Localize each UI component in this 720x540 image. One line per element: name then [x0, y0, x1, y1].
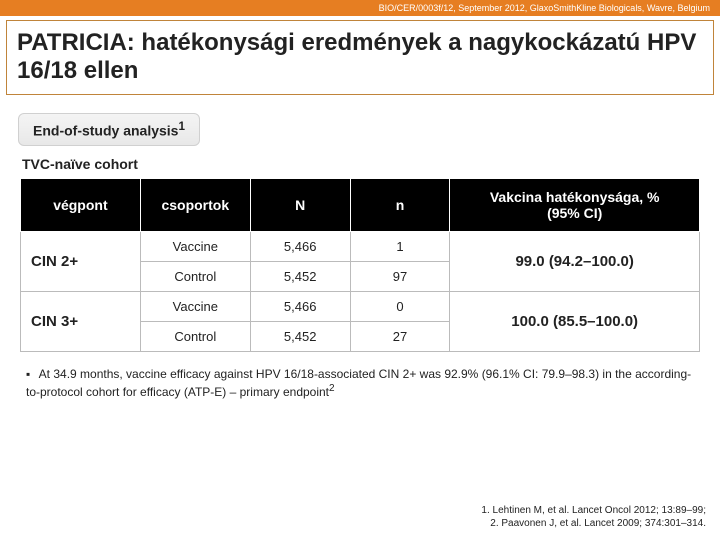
col-n: n	[350, 178, 450, 231]
references: 1. Lehtinen M, et al. Lancet Oncol 2012;…	[481, 504, 706, 530]
group-cell: Control	[140, 321, 250, 351]
col-N: N	[250, 178, 350, 231]
endpoint-cell: CIN 2+	[21, 231, 141, 291]
footnote: ▪ At 34.9 months, vaccine efficacy again…	[26, 366, 694, 400]
endpoint-cell: CIN 3+	[21, 291, 141, 351]
cohort-subhead: TVC-naïve cohort	[22, 156, 720, 172]
N-cell: 5,452	[250, 261, 350, 291]
col-endpoint: végpont	[21, 178, 141, 231]
col-efficacy-line1: Vakcina hatékonysága, %	[456, 189, 693, 205]
n-cell: 0	[350, 291, 450, 321]
table-row: CIN 3+ Vaccine 5,466 0 100.0 (85.5–100.0…	[21, 291, 700, 321]
top-banner: BIO/CER/0003f/12, September 2012, GlaxoS…	[0, 0, 720, 16]
bullet-icon: ▪	[26, 366, 36, 382]
N-cell: 5,452	[250, 321, 350, 351]
col-efficacy: Vakcina hatékonysága, % (95% CI)	[450, 178, 700, 231]
n-cell: 97	[350, 261, 450, 291]
page-title: PATRICIA: hatékonysági eredmények a nagy…	[17, 29, 703, 84]
badge-text: End-of-study analysis	[33, 123, 178, 139]
efficacy-cell: 99.0 (94.2–100.0)	[450, 231, 700, 291]
table-row: CIN 2+ Vaccine 5,466 1 99.0 (94.2–100.0)	[21, 231, 700, 261]
col-groups: csoportok	[140, 178, 250, 231]
group-cell: Control	[140, 261, 250, 291]
group-cell: Vaccine	[140, 291, 250, 321]
n-cell: 1	[350, 231, 450, 261]
badge-sup: 1	[178, 120, 184, 133]
group-cell: Vaccine	[140, 231, 250, 261]
efficacy-cell: 100.0 (85.5–100.0)	[450, 291, 700, 351]
title-box: PATRICIA: hatékonysági eredmények a nagy…	[6, 20, 714, 95]
ref-2: 2. Paavonen J, et al. Lancet 2009; 374:3…	[481, 517, 706, 530]
N-cell: 5,466	[250, 291, 350, 321]
n-cell: 27	[350, 321, 450, 351]
N-cell: 5,466	[250, 231, 350, 261]
col-efficacy-line2: (95% CI)	[456, 205, 693, 221]
analysis-badge: End-of-study analysis1	[18, 113, 200, 146]
efficacy-table: végpont csoportok N n Vakcina hatékonysá…	[20, 178, 700, 352]
footnote-sup: 2	[329, 383, 335, 394]
ref-1: 1. Lehtinen M, et al. Lancet Oncol 2012;…	[481, 504, 706, 517]
footnote-text: At 34.9 months, vaccine efficacy against…	[26, 367, 691, 399]
